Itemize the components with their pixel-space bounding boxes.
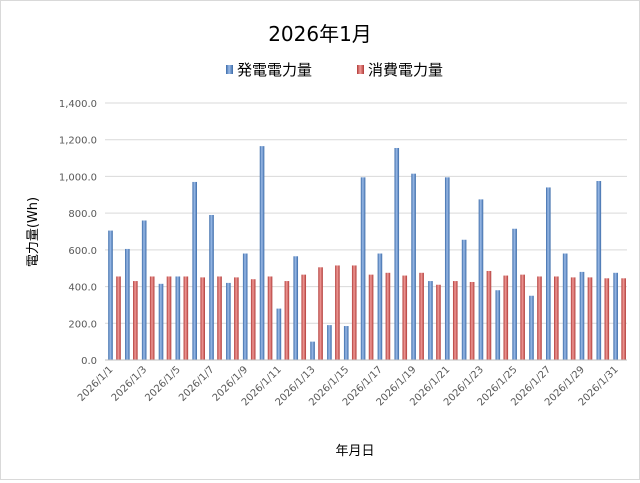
bar-generation <box>529 295 534 360</box>
bar-consumption <box>217 276 222 360</box>
bar-generation <box>192 181 197 360</box>
bar-generation <box>175 276 181 360</box>
legend-swatch <box>357 65 364 74</box>
bar-generation <box>546 187 551 360</box>
chart-title: 2026年1月 <box>268 22 372 46</box>
bar-generation <box>613 272 618 360</box>
bar-generation <box>478 199 484 361</box>
bar-consumption <box>385 272 391 360</box>
y-tick-label: 200.0 <box>68 319 97 330</box>
y-tick-label: 1,000.0 <box>59 172 97 183</box>
bar-consumption <box>133 281 138 360</box>
bars <box>108 146 626 361</box>
bar-generation <box>512 228 517 360</box>
bar-consumption <box>587 277 593 360</box>
y-tick-label: 800.0 <box>68 209 97 220</box>
bar-generation <box>293 256 299 360</box>
bar-generation <box>411 173 416 360</box>
bar-consumption <box>267 276 273 360</box>
bar-generation <box>259 146 265 360</box>
x-tick-label: 2026/1/3 <box>110 364 150 404</box>
bar-consumption <box>318 267 323 360</box>
bar-generation <box>495 290 501 360</box>
bar-consumption <box>469 281 475 360</box>
y-tick-label: 0.0 <box>81 356 97 367</box>
y-axis-tick-labels: 0.0 200.0 400.0 600.0 800.0 1,000.0 1,200.0 1,4… <box>59 99 97 367</box>
legend-swatch <box>226 65 233 74</box>
bar-generation <box>125 248 130 360</box>
bar-consumption <box>335 265 340 360</box>
legend: 発電電力量 消費電力量 <box>226 61 443 79</box>
bar-consumption <box>402 275 408 360</box>
bar-generation <box>108 230 113 360</box>
legend-label: 発電電力量 <box>237 61 312 79</box>
bar-consumption <box>368 274 374 360</box>
bar-consumption <box>570 277 576 360</box>
bar-generation <box>158 283 164 360</box>
bar-consumption <box>604 278 610 360</box>
legend-label: 消費電力量 <box>368 61 443 79</box>
bar-consumption <box>537 276 542 360</box>
bar-generation <box>327 325 332 360</box>
bar-consumption <box>234 277 239 360</box>
bar-generation <box>562 253 568 360</box>
bar-generation <box>242 253 248 360</box>
bar-generation <box>461 239 467 360</box>
bar-generation <box>444 177 450 360</box>
y-tick-label: 600.0 <box>68 246 97 257</box>
x-axis-label: 年月日 <box>335 444 374 459</box>
x-axis-tick-labels: 2026/1/12026/1/32026/1/52026/1/72026/1/9… <box>76 364 621 408</box>
y-tick-label: 1,400.0 <box>59 99 97 110</box>
bar-generation <box>360 177 366 360</box>
y-tick-label: 400.0 <box>68 283 97 294</box>
bar-generation <box>209 214 214 360</box>
bar-consumption <box>183 276 189 360</box>
bar-consumption <box>351 265 357 360</box>
x-tick-label: 2026/1/1 <box>76 364 116 404</box>
bar-consumption <box>250 279 256 360</box>
bar-generation <box>310 341 315 360</box>
bar-consumption <box>284 281 290 360</box>
bar-consumption <box>452 281 458 360</box>
x-tick-label: 2026/1/7 <box>177 364 217 404</box>
bar-generation <box>141 220 147 360</box>
bar-consumption <box>486 270 492 360</box>
bar-generation <box>596 181 602 360</box>
bar-consumption <box>419 272 424 360</box>
bar-consumption <box>301 274 307 360</box>
bar-generation <box>394 147 400 360</box>
bar-consumption <box>436 284 441 360</box>
bar-generation <box>226 282 231 360</box>
bar-generation <box>579 271 585 360</box>
bar-generation <box>276 308 282 360</box>
bar-consumption <box>520 274 525 360</box>
bar-generation <box>377 253 383 360</box>
bar-generation <box>343 326 349 360</box>
bar-consumption <box>116 276 121 360</box>
bar-consumption <box>166 276 172 360</box>
bar-generation <box>428 281 433 360</box>
y-axis-label: 電力量(Wh) <box>26 197 41 267</box>
y-tick-label: 1,200.0 <box>59 136 97 147</box>
bar-consumption <box>554 276 559 360</box>
bar-consumption <box>149 276 155 360</box>
gridlines <box>105 102 627 324</box>
bar-consumption <box>200 277 205 360</box>
x-tick-label: 2026/1/5 <box>143 364 183 404</box>
bar-consumption <box>503 275 509 360</box>
bar-consumption <box>621 278 626 360</box>
